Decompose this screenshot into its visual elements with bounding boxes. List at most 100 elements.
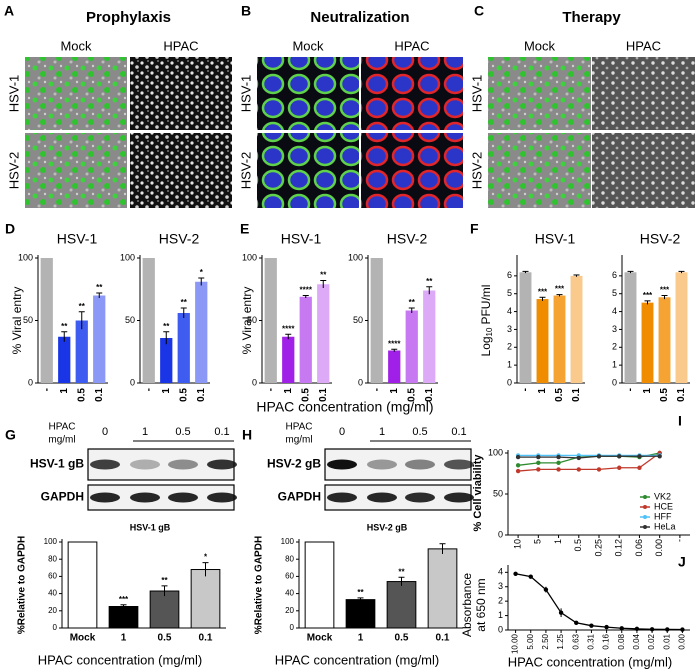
point [515, 454, 521, 460]
blot-band [90, 492, 120, 503]
significance: ** [357, 588, 364, 597]
column-label: Mock [524, 38, 556, 53]
blot-band [327, 492, 357, 503]
x-tick-label: 0.1 [436, 633, 450, 644]
x-tick-label: 1 [553, 539, 563, 544]
point [657, 454, 662, 459]
x-axis-label: HPAC concentration (mg/ml) [508, 654, 672, 669]
micrograph [488, 133, 591, 208]
x-tick-label: 1 [642, 388, 653, 394]
point [617, 454, 622, 459]
blot-band [130, 459, 160, 470]
point [515, 463, 521, 468]
significance: ** [163, 322, 170, 331]
micrograph [361, 133, 463, 208]
bar [75, 320, 88, 383]
blot-band [444, 492, 474, 503]
x-tick-label: 0.1 [196, 388, 207, 402]
blot-header: mg/ml [285, 435, 312, 446]
legend-marker [643, 505, 647, 509]
x-tick-label: 0.1 [318, 388, 329, 402]
significance: ** [61, 322, 68, 331]
bar [536, 299, 549, 383]
point [536, 467, 541, 472]
y-tick-label: 40 [285, 589, 294, 598]
panel-letter: E [240, 221, 249, 237]
panel-letter: I [678, 413, 682, 429]
x-tick-label: - [674, 539, 684, 542]
significance: *** [555, 285, 565, 294]
row-label: HSV-2 [238, 152, 253, 190]
significance: *** [643, 291, 653, 300]
x-tick-label: 0.5 [659, 388, 670, 402]
lane-label: 1 [142, 426, 148, 438]
column-label: HPAC [626, 38, 661, 53]
significance: ** [320, 271, 327, 280]
bar [553, 295, 566, 383]
bar [264, 258, 277, 383]
significance: *** [119, 595, 129, 604]
x-tick-label: 0.5 [395, 633, 409, 644]
bar [427, 548, 458, 629]
band-label: HSV-1 gB [30, 457, 84, 471]
y-tick-label: 50 [125, 315, 135, 325]
panel-title: Neutralization [310, 9, 409, 26]
bar [108, 606, 139, 629]
significance: * [204, 553, 208, 562]
x-tick-label: Mock [70, 633, 96, 644]
point [558, 610, 564, 615]
point [576, 455, 581, 461]
y-tick-label: 3 [498, 581, 503, 591]
y-tick-label: 60 [285, 572, 294, 581]
y-tick-label: 20 [285, 606, 294, 615]
row-label: HSV-1 [469, 75, 484, 113]
chart-title: HSV-2 [640, 231, 681, 247]
panel-letter: D [5, 221, 15, 237]
y-tick-label: 50 [493, 488, 503, 498]
y-tick-label: 2 [612, 342, 617, 352]
y-tick-label: 6 [507, 270, 512, 280]
bar [345, 599, 376, 629]
significance: ** [96, 283, 103, 292]
significance: *** [538, 287, 548, 296]
x-tick-label: 0.02 [647, 633, 656, 649]
x-tick-label: 0.63 [571, 633, 580, 649]
point [680, 627, 685, 632]
y-tick-label: 0 [507, 377, 512, 387]
point [556, 460, 561, 466]
y-tick-label: 0 [498, 529, 503, 539]
y-tick-label: 0 [53, 623, 58, 632]
panel-letter: C [474, 3, 484, 19]
y-axis-label: % Viral entry [240, 287, 254, 355]
significance: ** [398, 567, 405, 576]
point [649, 627, 655, 632]
panel-letter: F [470, 221, 479, 237]
x-tick-label: 0.5 [158, 633, 172, 644]
x-tick-label: 0.08 [617, 633, 626, 649]
blot-band [207, 492, 237, 503]
bar [190, 569, 221, 629]
bar [299, 296, 312, 383]
panel-letter: B [241, 3, 251, 19]
lane-label: 0.1 [214, 426, 229, 438]
significance: ** [409, 298, 416, 307]
x-tick-label: 1 [358, 633, 364, 644]
x-tick-label: 0.1 [571, 388, 582, 402]
y-axis-label: Absorbance [460, 573, 474, 637]
micrograph [592, 57, 695, 130]
y-tick-label: 100 [348, 252, 363, 262]
x-tick-label: 5 [533, 539, 543, 544]
significance: **** [282, 324, 295, 333]
y-tick-label: 100 [488, 447, 503, 457]
point [617, 465, 622, 470]
bar [317, 284, 330, 383]
point [574, 620, 579, 625]
bar [675, 272, 688, 383]
x-tick-label: - [625, 388, 636, 391]
y-tick-label: 100 [120, 252, 135, 262]
y-axis-label: Log10 PFU/ml [479, 285, 494, 357]
chart-title: HSV-2 [159, 231, 200, 247]
y-tick-label: 100 [44, 537, 58, 546]
y-tick-label: 60 [48, 572, 57, 581]
x-tick-label: 0.5 [406, 388, 417, 402]
